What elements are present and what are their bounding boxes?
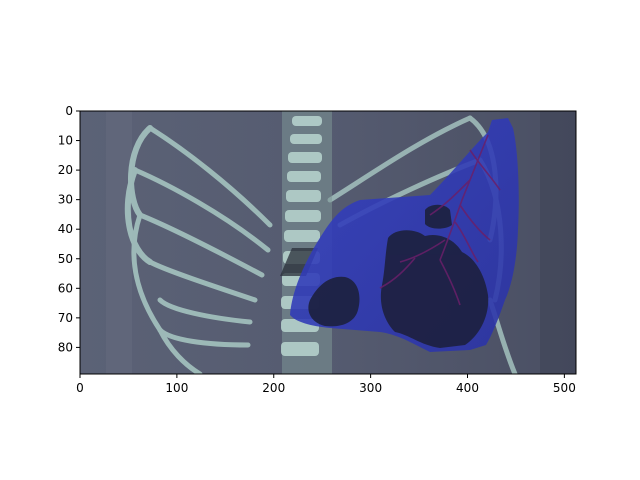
x-tick-label: 400 <box>456 381 479 395</box>
y-tick-label: 60 <box>58 281 73 295</box>
x-axis: 0 100 200 300 400 500 <box>76 374 576 395</box>
y-tick-label: 80 <box>58 340 73 354</box>
vessels <box>379 134 501 306</box>
y-tick-label: 40 <box>58 222 73 236</box>
scan-band <box>106 111 132 374</box>
x-tick-label: 500 <box>553 381 576 395</box>
plot-frame <box>79 110 577 375</box>
scan-band <box>540 111 576 374</box>
y-tick-label: 10 <box>58 134 73 148</box>
y-tick-label: 30 <box>58 193 73 207</box>
ct-scan-image <box>80 111 576 374</box>
ribs-left <box>124 125 273 374</box>
x-tick-label: 300 <box>359 381 382 395</box>
x-tick-label: 100 <box>165 381 188 395</box>
x-tick-label: 200 <box>262 381 285 395</box>
y-axis: 0 10 20 30 40 50 60 70 80 <box>58 104 80 354</box>
x-tick-label: 0 <box>76 381 84 395</box>
y-tick-label: 50 <box>58 252 73 266</box>
y-tick-label: 20 <box>58 163 73 177</box>
y-tick-label: 0 <box>65 104 73 118</box>
y-tick-label: 70 <box>58 311 73 325</box>
